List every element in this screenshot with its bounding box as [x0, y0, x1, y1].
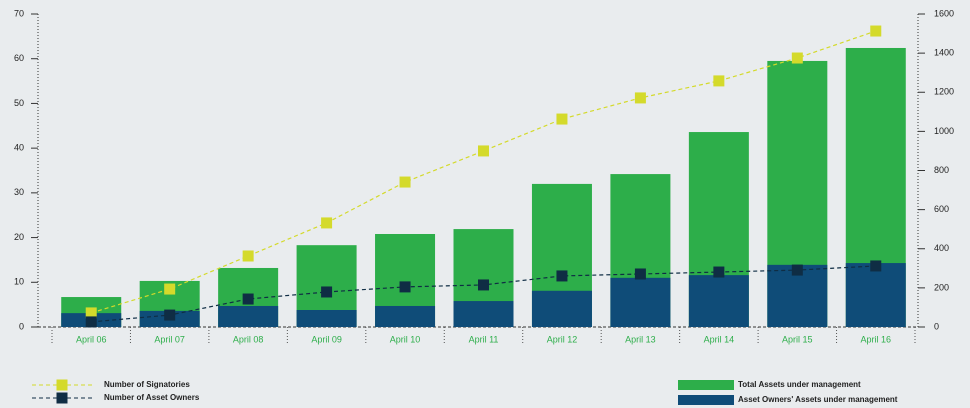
marker [164, 283, 176, 295]
marker [556, 113, 568, 125]
bar [218, 305, 279, 327]
legend-marker [56, 379, 68, 391]
y2-tick-label: 1400 [934, 48, 954, 58]
marker [399, 281, 411, 293]
legend-label: Number of Asset Owners [104, 393, 200, 402]
x-tick-label: April 08 [233, 334, 264, 344]
y2-tick-label: 1600 [934, 8, 954, 18]
y-tick-label: 0 [19, 321, 24, 331]
legend-label: Asset Owners' Assets under management [738, 395, 898, 404]
marker [870, 260, 882, 272]
bar [375, 305, 436, 327]
legend-label: Number of Signatories [104, 380, 190, 389]
x-tick-label: April 13 [625, 334, 656, 344]
marker [321, 286, 333, 298]
bar [688, 275, 749, 327]
y2-tick-label: 400 [934, 243, 949, 253]
y-tick-label: 40 [14, 143, 24, 153]
y-tick-label: 10 [14, 277, 24, 287]
x-tick-label: April 12 [547, 334, 578, 344]
bar [453, 301, 514, 327]
marker [164, 309, 176, 321]
y-tick-label: 50 [14, 98, 24, 108]
marker [713, 75, 725, 87]
marker [85, 307, 97, 319]
y-tick-label: 70 [14, 8, 24, 18]
y2-tick-label: 1000 [934, 126, 954, 136]
x-tick-label: April 11 [469, 334, 499, 344]
marker [321, 217, 333, 229]
y-tick-label: 20 [14, 232, 24, 242]
y2-tick-label: 600 [934, 204, 949, 214]
legend-swatch [678, 395, 734, 405]
x-tick-label: April 07 [154, 334, 185, 344]
bar [610, 277, 671, 327]
bar [531, 290, 592, 327]
marker [634, 268, 646, 280]
y-tick-label: 60 [14, 53, 24, 63]
marker [634, 92, 646, 104]
legend-label: Total Assets under management [738, 380, 861, 389]
marker [791, 52, 803, 64]
y2-tick-label: 1200 [934, 87, 954, 97]
y2-tick-label: 0 [934, 321, 939, 331]
x-tick-label: April 10 [390, 334, 421, 344]
x-tick-label: April 14 [704, 334, 735, 344]
bar [845, 263, 906, 327]
marker [478, 279, 489, 291]
y2-tick-label: 800 [934, 165, 949, 175]
marker [713, 266, 725, 278]
marker [556, 270, 568, 282]
x-tick-label: April 15 [782, 334, 813, 344]
marker [478, 145, 489, 157]
x-tick-label: April 16 [861, 334, 892, 344]
x-tick-label: April 09 [311, 334, 342, 344]
y-tick-label: 30 [14, 187, 24, 197]
marker [242, 250, 254, 262]
legend-marker [56, 392, 68, 404]
marker [242, 293, 254, 305]
bar [296, 310, 357, 327]
marker [791, 264, 803, 276]
x-tick-label: April 06 [76, 334, 107, 344]
marker [870, 25, 882, 37]
marker [85, 316, 97, 328]
y2-tick-label: 200 [934, 282, 949, 292]
legend-swatch [678, 380, 734, 390]
marker [399, 176, 411, 188]
